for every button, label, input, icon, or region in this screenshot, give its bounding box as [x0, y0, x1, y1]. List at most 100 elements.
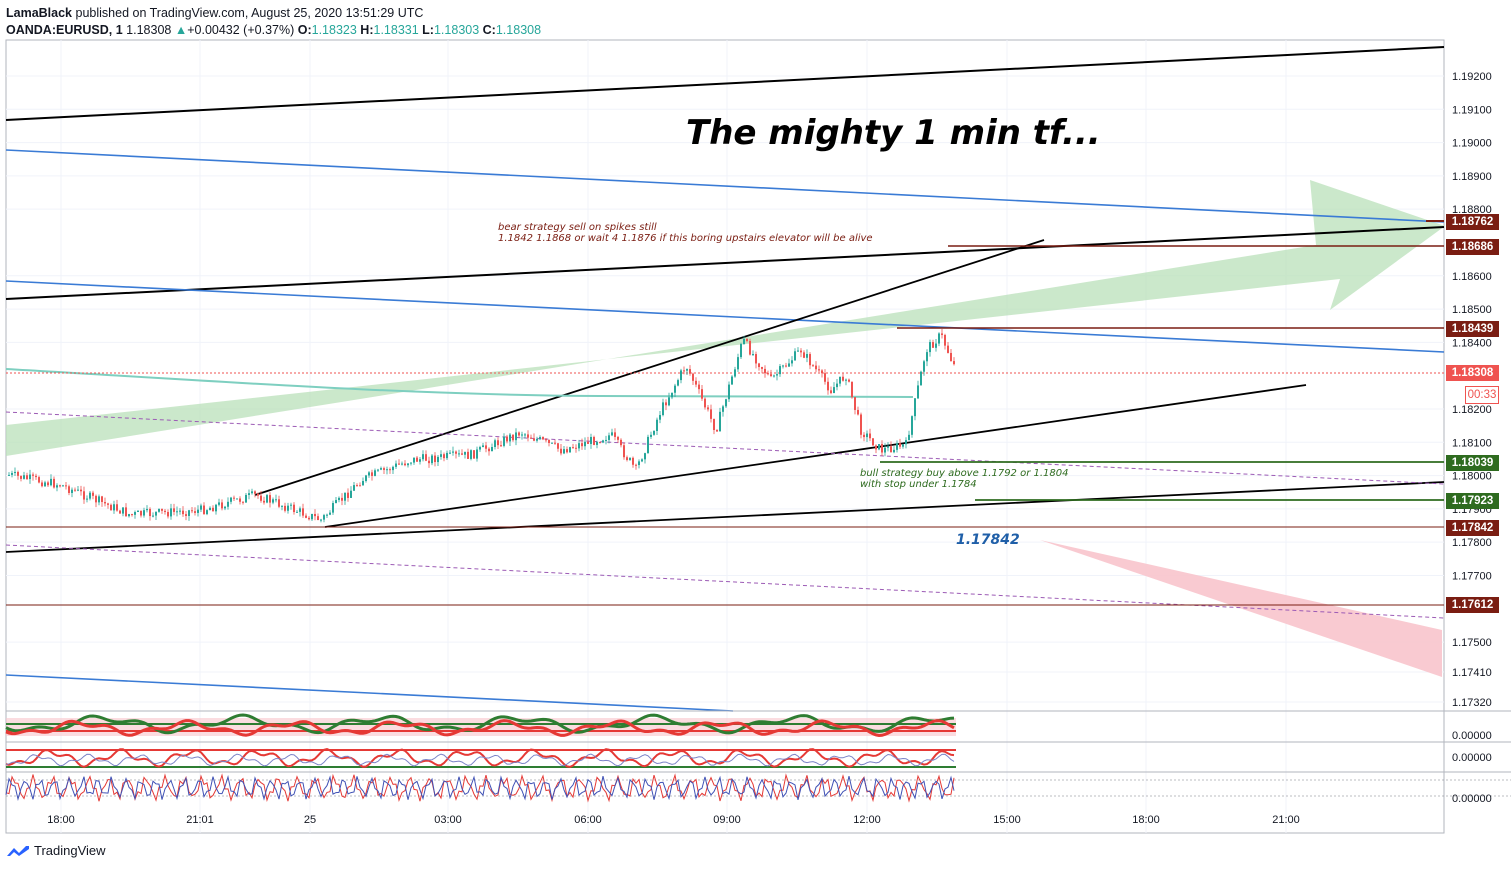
candle-body [926, 352, 928, 362]
candle-body [86, 498, 88, 500]
candle-body [842, 376, 844, 381]
candle-body [503, 436, 505, 446]
candle-body [701, 389, 703, 399]
candle-body [323, 515, 325, 520]
candle-body [599, 442, 601, 444]
candle-body [710, 409, 712, 419]
candle-body [314, 513, 316, 517]
author-name[interactable]: LamaBlack [6, 6, 73, 20]
price-tick: 1.19100 [1452, 104, 1492, 116]
candle-body [26, 475, 28, 480]
candle-body [674, 385, 676, 393]
candle-body [53, 478, 55, 488]
candle-body [770, 374, 772, 377]
candle-body [539, 437, 541, 439]
candle-body [50, 478, 52, 486]
candle-body [500, 445, 502, 447]
candle-body [602, 440, 604, 443]
black-line-mid [5, 226, 1445, 300]
candle-body [782, 365, 784, 367]
candle-body [227, 501, 229, 507]
candle-body [614, 432, 616, 437]
candle-body [275, 499, 277, 501]
candle-body [458, 453, 460, 455]
candle-body [140, 510, 142, 516]
candle-body [590, 436, 592, 444]
candle-body [776, 374, 778, 376]
open-value: 1.18323 [311, 23, 357, 37]
candle-body [767, 373, 769, 375]
candle-body [8, 474, 10, 476]
candle-body [320, 519, 322, 521]
candle-body [737, 357, 739, 370]
teal-moving-average [5, 368, 914, 398]
candle-body [338, 497, 340, 501]
candle-body [254, 491, 256, 494]
candle-body [821, 370, 823, 374]
price-tick: 1.18100 [1452, 437, 1492, 449]
candle-body [170, 508, 172, 517]
candle-body [671, 392, 673, 398]
candle-body [377, 469, 379, 471]
candle-body [446, 452, 448, 459]
candle-body [125, 507, 127, 517]
price-label: 1.17612 [1446, 596, 1499, 613]
candle-body [389, 469, 391, 471]
price-label: 1.18308 [1446, 365, 1499, 381]
symbol-label[interactable]: OANDA:EURUSD, 1 [6, 23, 123, 37]
candle-body [14, 471, 16, 474]
candle-body [230, 497, 232, 502]
level-annotation: 1.17842 [956, 532, 1020, 548]
time-axis[interactable]: 18:00 21:01 25 03:00 06:00 09:00 12:00 15:00 18:… [47, 814, 1300, 826]
candle-body [581, 443, 583, 447]
candle-body [452, 451, 454, 453]
candle-body [194, 511, 196, 513]
candle-body [29, 474, 31, 480]
candle-body [32, 474, 34, 476]
candle-body [317, 516, 319, 520]
candle-body [392, 466, 394, 471]
candle-body [236, 498, 238, 500]
candle-body [506, 436, 508, 442]
candle-body [530, 437, 532, 439]
candle-body [185, 514, 187, 516]
candle-body [296, 511, 298, 513]
candle-body [368, 472, 370, 476]
candle-body [155, 511, 157, 516]
candle-body [881, 444, 883, 453]
low-label: L: [422, 23, 434, 37]
price-tick: 1.17320 [1452, 697, 1492, 709]
candle-body [911, 416, 913, 435]
candle-body [245, 494, 247, 503]
candle-body [707, 407, 709, 410]
candle-body [908, 434, 910, 441]
candle-body [545, 439, 547, 441]
candle-body [71, 489, 73, 493]
candle-body [815, 365, 817, 370]
chart-frame [5, 39, 1445, 834]
candle-body [827, 381, 829, 391]
tradingview-logo-icon[interactable] [6, 844, 30, 858]
candle-body [278, 499, 280, 507]
candle-body [146, 508, 148, 511]
price-tick: 1.17500 [1452, 637, 1492, 649]
candle-body [440, 454, 442, 457]
candle-body [239, 498, 241, 502]
candle-body [845, 379, 847, 381]
candle-body [542, 437, 544, 440]
candle-body [755, 354, 757, 364]
high-label: H: [360, 23, 374, 37]
candle-body [800, 350, 802, 353]
brand-name[interactable]: TradingView [34, 843, 106, 858]
footer: TradingView [6, 843, 106, 858]
candle-body [725, 399, 727, 407]
candle-body [44, 482, 46, 487]
candle-body [557, 443, 559, 449]
candle-body [536, 438, 538, 441]
candle-body [74, 489, 76, 491]
candle-body [167, 511, 169, 517]
candle-body [362, 481, 364, 486]
publish-line: LamaBlack published on TradingView.com, … [6, 5, 541, 22]
candle-body [944, 334, 946, 346]
